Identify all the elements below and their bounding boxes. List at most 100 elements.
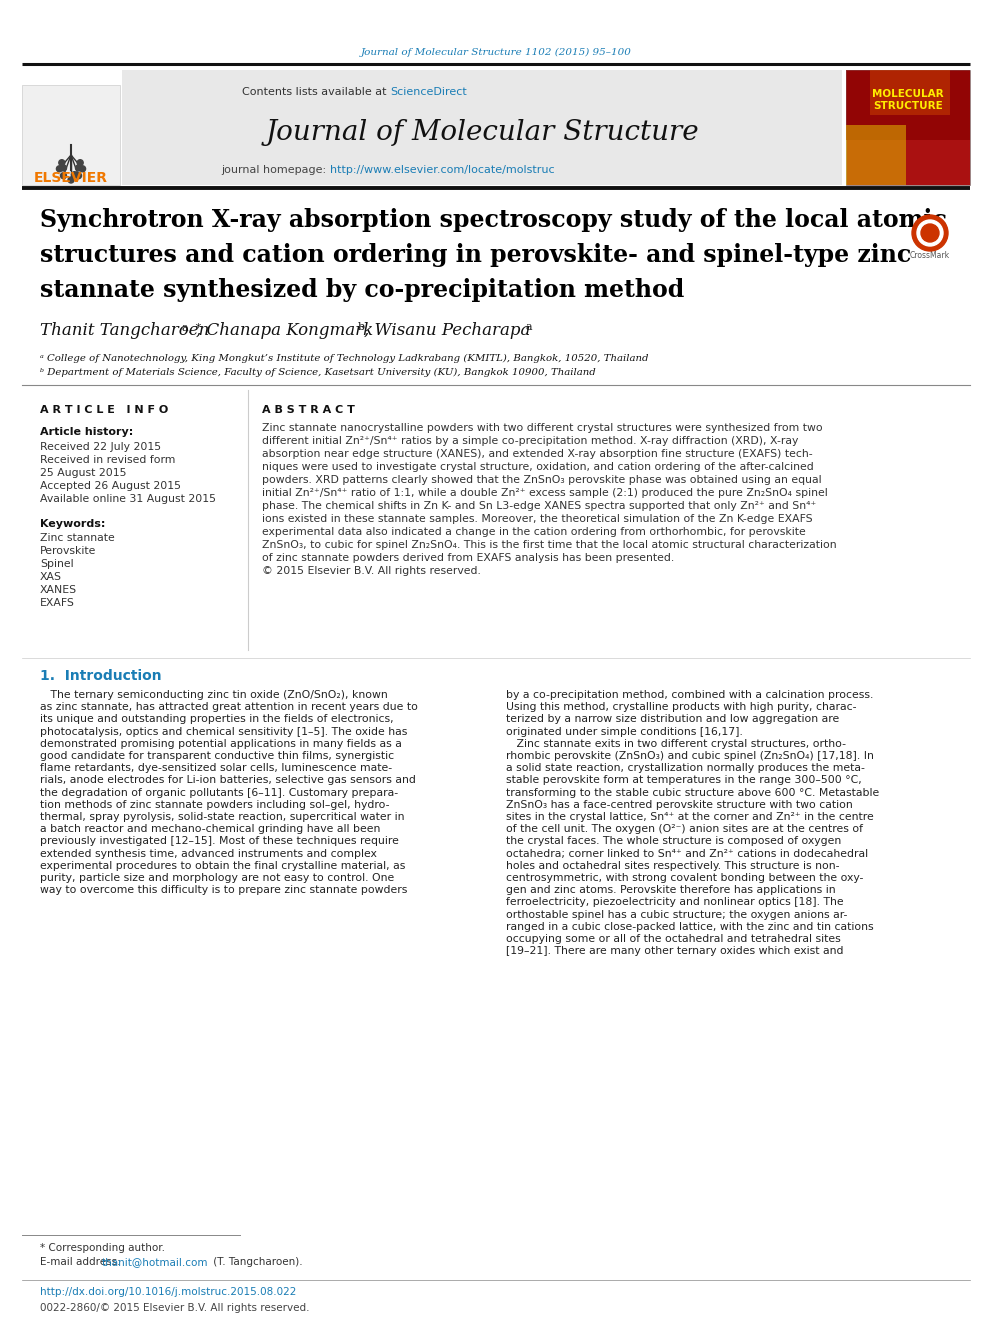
Text: , Chanapa Kongmark: , Chanapa Kongmark <box>196 321 373 339</box>
Text: Received in revised form: Received in revised form <box>40 455 176 464</box>
Text: its unique and outstanding properties in the fields of electronics,: its unique and outstanding properties in… <box>40 714 394 725</box>
Text: Journal of Molecular Structure 1102 (2015) 95–100: Journal of Molecular Structure 1102 (201… <box>360 48 632 57</box>
Text: The ternary semiconducting zinc tin oxide (ZnO/SnO₂), known: The ternary semiconducting zinc tin oxid… <box>40 691 388 700</box>
Text: of zinc stannate powders derived from EXAFS analysis has been presented.: of zinc stannate powders derived from EX… <box>262 553 675 564</box>
Text: tion methods of zinc stannate powders including sol–gel, hydro-: tion methods of zinc stannate powders in… <box>40 800 390 810</box>
Text: Accepted 26 August 2015: Accepted 26 August 2015 <box>40 482 181 491</box>
Bar <box>846 70 970 185</box>
Text: Contents lists available at: Contents lists available at <box>242 87 390 97</box>
Text: phase. The chemical shifts in Zn K- and Sn L3-edge XANES spectra supported that : phase. The chemical shifts in Zn K- and … <box>262 501 816 511</box>
Text: , Wisanu Pecharapa: , Wisanu Pecharapa <box>364 321 531 339</box>
Text: a solid state reaction, crystallization normally produces the meta-: a solid state reaction, crystallization … <box>506 763 865 773</box>
Text: thanit@hotmail.com: thanit@hotmail.com <box>102 1257 208 1267</box>
Text: thermal, spray pyrolysis, solid-state reaction, supercritical water in: thermal, spray pyrolysis, solid-state re… <box>40 812 405 822</box>
Text: [19–21]. There are many other ternary oxides which exist and: [19–21]. There are many other ternary ox… <box>506 946 843 957</box>
Circle shape <box>57 165 62 172</box>
Text: Journal of Molecular Structure: Journal of Molecular Structure <box>265 119 698 146</box>
Text: Article history:: Article history: <box>40 427 133 437</box>
Text: a batch reactor and mechano-chemical grinding have all been: a batch reactor and mechano-chemical gri… <box>40 824 380 835</box>
Text: http://dx.doi.org/10.1016/j.molstruc.2015.08.022: http://dx.doi.org/10.1016/j.molstruc.201… <box>40 1287 297 1297</box>
Text: photocatalysis, optics and chemical sensitivity [1–5]. The oxide has: photocatalysis, optics and chemical sens… <box>40 726 408 737</box>
Circle shape <box>75 165 81 171</box>
Text: (T. Tangcharoen).: (T. Tangcharoen). <box>210 1257 303 1267</box>
Text: a: a <box>525 321 532 332</box>
Text: Perovskite: Perovskite <box>40 546 96 556</box>
Text: structures and cation ordering in perovskite- and spinel-type zinc: structures and cation ordering in perovs… <box>40 243 912 267</box>
Text: previously investigated [12–15]. Most of these techniques require: previously investigated [12–15]. Most of… <box>40 836 399 847</box>
Text: gen and zinc atoms. Perovskite therefore has applications in: gen and zinc atoms. Perovskite therefore… <box>506 885 835 896</box>
Text: the crystal faces. The whole structure is composed of oxygen: the crystal faces. The whole structure i… <box>506 836 841 847</box>
Text: by a co-precipitation method, combined with a calcination process.: by a co-precipitation method, combined w… <box>506 691 873 700</box>
Text: ranged in a cubic close-packed lattice, with the zinc and tin cations: ranged in a cubic close-packed lattice, … <box>506 922 874 931</box>
Text: EXAFS: EXAFS <box>40 598 74 609</box>
Text: A B S T R A C T: A B S T R A C T <box>262 405 355 415</box>
Text: Available online 31 August 2015: Available online 31 August 2015 <box>40 493 216 504</box>
Text: MOLECULAR
STRUCTURE: MOLECULAR STRUCTURE <box>872 89 943 111</box>
Text: different initial Zn²⁺/Sn⁴⁺ ratios by a simple co-precipitation method. X-ray di: different initial Zn²⁺/Sn⁴⁺ ratios by a … <box>262 437 799 446</box>
Text: Using this method, crystalline products with high purity, charac-: Using this method, crystalline products … <box>506 703 856 712</box>
Text: occupying some or all of the octahedral and tetrahedral sites: occupying some or all of the octahedral … <box>506 934 841 945</box>
Text: way to overcome this difficulty is to prepare zinc stannate powders: way to overcome this difficulty is to pr… <box>40 885 408 896</box>
Text: Zinc stannate nanocrystalline powders with two different crystal structures were: Zinc stannate nanocrystalline powders wi… <box>262 423 822 433</box>
Circle shape <box>917 220 943 246</box>
Circle shape <box>61 165 66 171</box>
Text: of the cell unit. The oxygen (O²⁻) anion sites are at the centres of: of the cell unit. The oxygen (O²⁻) anion… <box>506 824 863 835</box>
Text: 0022-2860/© 2015 Elsevier B.V. All rights reserved.: 0022-2860/© 2015 Elsevier B.V. All right… <box>40 1303 310 1312</box>
Text: the degradation of organic pollutants [6–11]. Customary prepara-: the degradation of organic pollutants [6… <box>40 787 398 798</box>
Text: demonstrated promising potential applications in many fields as a: demonstrated promising potential applica… <box>40 738 402 749</box>
Circle shape <box>61 173 66 179</box>
Text: niques were used to investigate crystal structure, oxidation, and cation orderin: niques were used to investigate crystal … <box>262 462 813 472</box>
Text: experimental data also indicated a change in the cation ordering from orthorhomb: experimental data also indicated a chang… <box>262 527 806 537</box>
Text: stable perovskite form at temperatures in the range 300–500 °C,: stable perovskite form at temperatures i… <box>506 775 862 786</box>
Text: Keywords:: Keywords: <box>40 519 105 529</box>
Text: ScienceDirect: ScienceDirect <box>390 87 467 97</box>
Text: journal homepage:: journal homepage: <box>221 165 330 175</box>
Text: ions existed in these stannate samples. Moreover, the theoretical simulation of : ions existed in these stannate samples. … <box>262 515 812 524</box>
Text: a, *: a, * <box>182 321 201 332</box>
Bar <box>870 70 950 115</box>
Text: absorption near edge structure (XANES), and extended X-ray absorption fine struc: absorption near edge structure (XANES), … <box>262 448 812 459</box>
Circle shape <box>912 216 948 251</box>
Text: Spinel: Spinel <box>40 560 73 569</box>
Text: flame retardants, dye-sensitized solar cells, luminescence mate-: flame retardants, dye-sensitized solar c… <box>40 763 392 773</box>
Text: ZnSnO₃, to cubic for spinel Zn₂SnO₄. This is the first time that the local atomi: ZnSnO₃, to cubic for spinel Zn₂SnO₄. Thi… <box>262 540 836 550</box>
Text: holes and octahedral sites respectively. This structure is non-: holes and octahedral sites respectively.… <box>506 861 839 871</box>
Text: Zinc stannate: Zinc stannate <box>40 533 115 542</box>
Text: stannate synthesized by co-precipitation method: stannate synthesized by co-precipitation… <box>40 278 684 302</box>
Text: Thanit Tangcharoen: Thanit Tangcharoen <box>40 321 209 339</box>
Circle shape <box>79 165 85 172</box>
Text: terized by a narrow size distribution and low aggregation are: terized by a narrow size distribution an… <box>506 714 839 725</box>
Circle shape <box>71 172 77 177</box>
Bar <box>846 124 906 185</box>
Text: CrossMark: CrossMark <box>910 250 950 259</box>
Text: as zinc stannate, has attracted great attention in recent years due to: as zinc stannate, has attracted great at… <box>40 703 418 712</box>
Bar <box>846 70 970 140</box>
Text: originated under simple conditions [16,17].: originated under simple conditions [16,1… <box>506 726 743 737</box>
Text: orthostable spinel has a cubic structure; the oxygen anions ar-: orthostable spinel has a cubic structure… <box>506 910 847 919</box>
Bar <box>22 85 120 185</box>
Circle shape <box>75 173 81 179</box>
Text: experimental procedures to obtain the final crystalline material, as: experimental procedures to obtain the fi… <box>40 861 406 871</box>
Text: octahedra; corner linked to Sn⁴⁺ and Zn²⁺ cations in dodecahedral: octahedra; corner linked to Sn⁴⁺ and Zn²… <box>506 848 868 859</box>
Text: * Corresponding author.: * Corresponding author. <box>40 1244 165 1253</box>
Text: © 2015 Elsevier B.V. All rights reserved.: © 2015 Elsevier B.V. All rights reserved… <box>262 566 481 576</box>
Circle shape <box>68 177 74 183</box>
Text: E-mail address:: E-mail address: <box>40 1257 124 1267</box>
Circle shape <box>921 224 939 242</box>
Text: extended synthesis time, advanced instruments and complex: extended synthesis time, advanced instru… <box>40 848 377 859</box>
Text: b: b <box>358 321 365 332</box>
Text: Synchrotron X-ray absorption spectroscopy study of the local atomic: Synchrotron X-ray absorption spectroscop… <box>40 208 947 232</box>
Text: ELSEVIER: ELSEVIER <box>34 171 108 185</box>
Text: ferroelectricity, piezoelectricity and nonlinear optics [18]. The: ferroelectricity, piezoelectricity and n… <box>506 897 843 908</box>
Text: A R T I C L E   I N F O: A R T I C L E I N F O <box>40 405 169 415</box>
Circle shape <box>59 160 64 165</box>
Text: centrosymmetric, with strong covalent bonding between the oxy-: centrosymmetric, with strong covalent bo… <box>506 873 863 882</box>
Bar <box>122 70 842 185</box>
Circle shape <box>77 160 83 165</box>
Text: rhombic perovskite (ZnSnO₃) and cubic spinel (Zn₂SnO₄) [17,18]. In: rhombic perovskite (ZnSnO₃) and cubic sp… <box>506 751 874 761</box>
Text: sites in the crystal lattice, Sn⁴⁺ at the corner and Zn²⁺ in the centre: sites in the crystal lattice, Sn⁴⁺ at th… <box>506 812 874 822</box>
Text: purity, particle size and morphology are not easy to control. One: purity, particle size and morphology are… <box>40 873 394 882</box>
Text: initial Zn²⁺/Sn⁴⁺ ratio of 1:1, while a double Zn²⁺ excess sample (2:1) produced: initial Zn²⁺/Sn⁴⁺ ratio of 1:1, while a … <box>262 488 827 497</box>
Text: good candidate for transparent conductive thin films, synergistic: good candidate for transparent conductiv… <box>40 751 394 761</box>
Text: rials, anode electrodes for Li-ion batteries, selective gas sensors and: rials, anode electrodes for Li-ion batte… <box>40 775 416 786</box>
